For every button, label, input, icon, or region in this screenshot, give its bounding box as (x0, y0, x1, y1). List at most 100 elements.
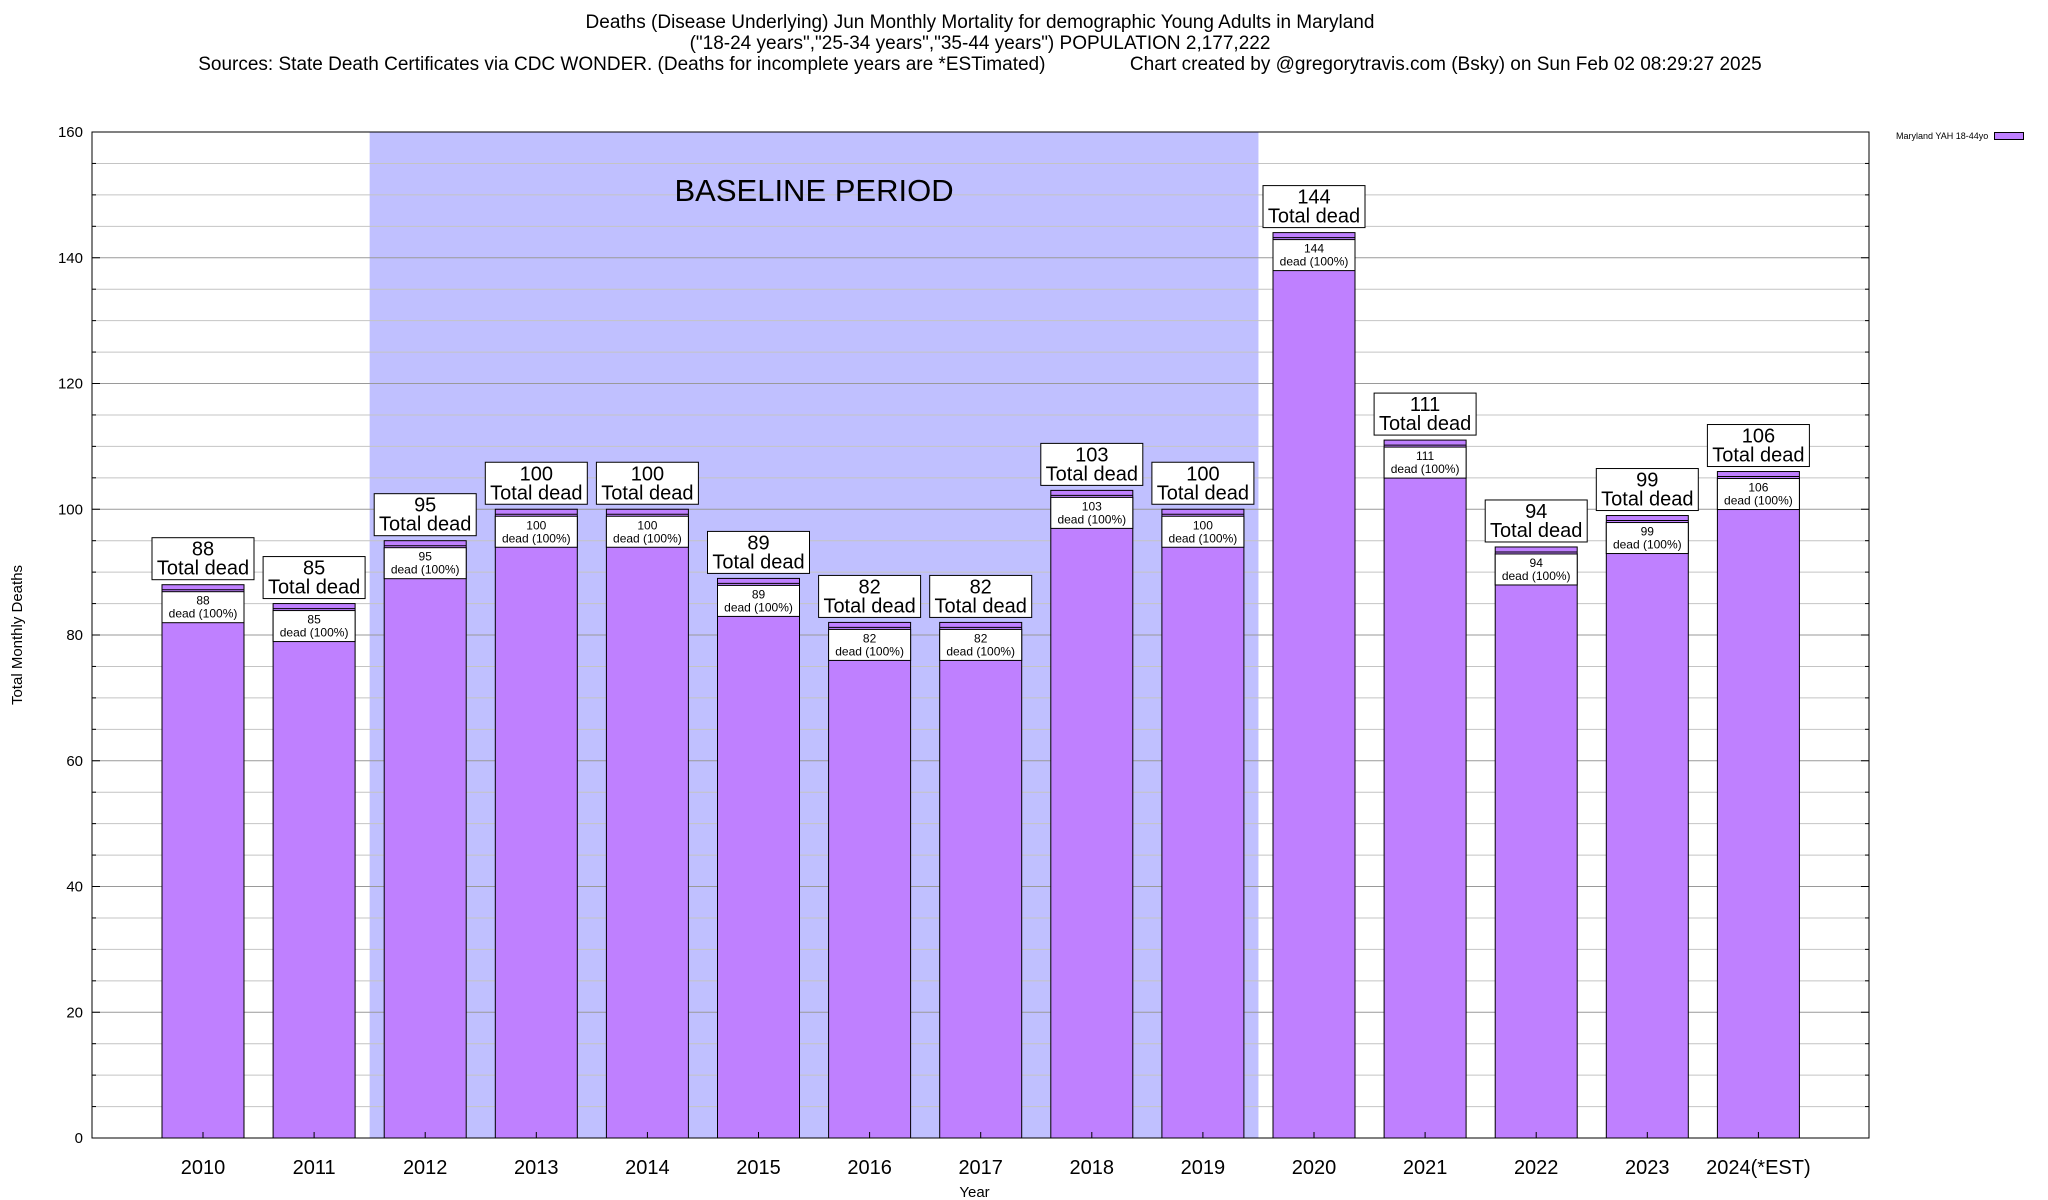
bar (1272, 232, 1356, 1139)
total-label-box (1151, 461, 1255, 505)
inner-label-value: 94 (1530, 556, 1544, 570)
inner-label-box (717, 584, 800, 617)
inner-label-value: 82 (863, 631, 877, 645)
inner-label-text: dead (100%) (1280, 255, 1349, 269)
inner-label-value: 111 (1416, 449, 1435, 463)
total-label-box (818, 574, 922, 618)
inner-label-text: dead (100%) (1057, 512, 1126, 526)
total-label-box (1595, 468, 1699, 512)
total-label-box (707, 530, 810, 574)
inner-label-text: dead (100%) (835, 644, 904, 658)
chart-sources: Sources: State Death Certificates via CD… (198, 54, 1046, 75)
total-label-value: 100 (520, 463, 553, 485)
x-tick-label: 2024(*EST) (1706, 1157, 1811, 1179)
inner-label-text: dead (100%) (1502, 569, 1571, 583)
total-label-box (1373, 392, 1477, 436)
total-label-box (1262, 185, 1366, 229)
chart-subtitle: ("18-24 years","25-34 years","35-44 year… (689, 33, 1271, 54)
total-label-box (373, 493, 477, 537)
inner-label-box (494, 515, 578, 548)
y-tick-label: 120 (58, 376, 83, 393)
total-label-text: Total dead (823, 595, 915, 617)
x-tick-label: 2021 (1403, 1157, 1448, 1179)
total-label-value: 88 (192, 539, 214, 561)
inner-label-value: 95 (419, 550, 433, 564)
chart-sources-line: Sources: State Death Certificates via CD… (0, 54, 1960, 75)
bar (1716, 471, 1800, 1139)
total-label-text: Total dead (712, 551, 804, 573)
total-label-box (929, 574, 1033, 618)
inner-label-box (828, 628, 912, 661)
total-label-value: 82 (970, 576, 992, 598)
chart-title-block: Deaths (Disease Underlying) Jun Monthly … (0, 12, 1960, 75)
inner-label-box (1605, 522, 1689, 555)
bar (494, 508, 578, 1139)
total-label-box (1706, 424, 1810, 468)
y-tick-label: 100 (58, 501, 83, 518)
x-tick-label: 2014 (625, 1157, 670, 1179)
total-label-text: Total dead (1601, 489, 1693, 511)
x-tick-label: 2023 (1625, 1157, 1670, 1179)
total-label-value: 100 (631, 463, 664, 485)
total-label-box (595, 461, 699, 505)
inner-label-value: 106 (1748, 481, 1768, 495)
y-tick-label: 160 (58, 124, 83, 141)
inner-label-box (605, 515, 689, 548)
inner-label-value: 85 (307, 613, 321, 627)
inner-label-box (383, 547, 467, 580)
inner-label-box (1383, 446, 1467, 479)
bar (1050, 489, 1134, 1139)
y-tick-label: 0 (75, 1130, 83, 1147)
inner-label-value: 103 (1082, 499, 1102, 513)
total-label-box (484, 461, 588, 505)
total-label-value: 103 (1075, 444, 1108, 466)
chart-credit: Chart created by @gregorytravis.com (Bsk… (1129, 54, 1762, 75)
x-tick-label: 2010 (181, 1157, 226, 1179)
x-tick-label: 2012 (403, 1157, 448, 1179)
total-label-text: Total dead (1712, 445, 1804, 467)
inner-label-box (161, 591, 245, 624)
total-label-value: 106 (1742, 426, 1775, 448)
total-label-text: Total dead (1490, 520, 1582, 542)
total-label-value: 144 (1297, 187, 1330, 209)
legend: Maryland YAH 18-44yo (1896, 131, 2025, 141)
bar (605, 508, 689, 1139)
inner-label-box (939, 628, 1023, 661)
total-label-text: Total dead (935, 595, 1027, 617)
total-label-text: Total dead (379, 514, 471, 536)
bar (161, 584, 245, 1139)
y-tick-label: 20 (66, 1004, 83, 1021)
legend-swatch (1994, 132, 2025, 140)
bar (1161, 508, 1245, 1139)
bar (1383, 439, 1467, 1139)
inner-label-text: dead (100%) (946, 644, 1015, 658)
total-label-value: 85 (303, 558, 325, 580)
total-label-text: Total dead (601, 482, 693, 504)
x-tick-label: 2011 (293, 1157, 336, 1179)
total-label-text: Total dead (1379, 413, 1471, 435)
bar (272, 603, 356, 1139)
total-label-value: 99 (1636, 470, 1658, 492)
y-axis-label: Total Monthly Deaths (9, 565, 26, 705)
inner-label-text: dead (100%) (280, 626, 349, 640)
bar (1605, 515, 1689, 1139)
inner-label-value: 99 (1641, 525, 1655, 539)
bar (1494, 546, 1578, 1139)
total-label-box (1484, 499, 1588, 543)
inner-label-value: 88 (196, 594, 210, 608)
total-label-value: 94 (1525, 501, 1547, 523)
total-label-text: Total dead (1157, 482, 1249, 504)
total-label-text: Total dead (268, 577, 360, 599)
x-tick-label: 2017 (958, 1157, 1003, 1179)
total-label-value: 100 (1186, 463, 1219, 485)
y-tick-label: 80 (66, 627, 83, 644)
x-tick-label: 2020 (1292, 1157, 1337, 1179)
total-label-box (151, 537, 255, 581)
x-tick-label: 2018 (1070, 1157, 1115, 1179)
baseline-label: BASELINE PERIOD (675, 173, 954, 208)
inner-label-text: dead (100%) (1724, 494, 1793, 508)
x-tick-label: 2015 (736, 1157, 781, 1179)
total-label-box (1040, 442, 1144, 486)
inner-label-text: dead (100%) (502, 531, 571, 545)
